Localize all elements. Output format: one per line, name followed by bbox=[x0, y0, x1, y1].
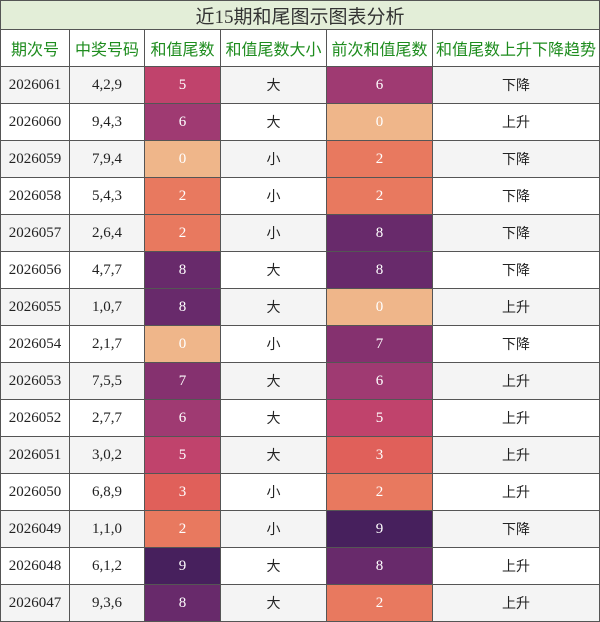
table-cell: 2026058 bbox=[0, 178, 70, 215]
table-cell: 6,1,2 bbox=[70, 548, 145, 585]
table-cell: 上升 bbox=[433, 363, 600, 400]
table-cell: 小 bbox=[221, 326, 327, 363]
table-cell: 2026057 bbox=[0, 215, 70, 252]
table-cell: 大 bbox=[221, 585, 327, 622]
table-cell: 8 bbox=[327, 252, 433, 289]
table-cell: 2026055 bbox=[0, 289, 70, 326]
table-cell: 6 bbox=[327, 67, 433, 104]
table-cell: 2026059 bbox=[0, 141, 70, 178]
table-cell: 5 bbox=[327, 400, 433, 437]
table-cell: 2,6,4 bbox=[70, 215, 145, 252]
table-cell: 4,7,7 bbox=[70, 252, 145, 289]
table-cell: 3 bbox=[145, 474, 221, 511]
table-cell: 6,8,9 bbox=[70, 474, 145, 511]
table-cell: 8 bbox=[327, 548, 433, 585]
table-cell: 0 bbox=[327, 104, 433, 141]
table-cell: 2026052 bbox=[0, 400, 70, 437]
title: 近15期和尾图示图表分析 bbox=[0, 0, 600, 30]
table-cell: 2 bbox=[327, 178, 433, 215]
column-header: 期次号 bbox=[0, 30, 70, 67]
column-header: 和值尾数上升下降趋势 bbox=[433, 30, 600, 67]
table-cell: 下降 bbox=[433, 215, 600, 252]
table-cell: 8 bbox=[145, 252, 221, 289]
table-cell: 3,0,2 bbox=[70, 437, 145, 474]
table-cell: 上升 bbox=[433, 289, 600, 326]
table-cell: 2 bbox=[327, 474, 433, 511]
table-cell: 6 bbox=[145, 400, 221, 437]
table-cell: 2026050 bbox=[0, 474, 70, 511]
table-cell: 小 bbox=[221, 178, 327, 215]
table-cell: 大 bbox=[221, 400, 327, 437]
table-cell: 小 bbox=[221, 215, 327, 252]
table-cell: 2026048 bbox=[0, 548, 70, 585]
table-cell: 0 bbox=[327, 289, 433, 326]
table-cell: 5,4,3 bbox=[70, 178, 145, 215]
table-cell: 1,0,7 bbox=[70, 289, 145, 326]
table-cell: 7 bbox=[145, 363, 221, 400]
table-cell: 5 bbox=[145, 67, 221, 104]
table-cell: 小 bbox=[221, 511, 327, 548]
table-cell: 大 bbox=[221, 289, 327, 326]
table-cell: 上升 bbox=[433, 585, 600, 622]
table-cell: 2 bbox=[145, 511, 221, 548]
table-cell: 1,1,0 bbox=[70, 511, 145, 548]
column-header: 前次和值尾数 bbox=[327, 30, 433, 67]
table-cell: 2026054 bbox=[0, 326, 70, 363]
table-cell: 2026056 bbox=[0, 252, 70, 289]
table-cell: 2026047 bbox=[0, 585, 70, 622]
table-cell: 7,9,4 bbox=[70, 141, 145, 178]
table-cell: 下降 bbox=[433, 252, 600, 289]
table-cell: 上升 bbox=[433, 400, 600, 437]
table-cell: 2,1,7 bbox=[70, 326, 145, 363]
table-cell: 6 bbox=[327, 363, 433, 400]
table-cell: 大 bbox=[221, 548, 327, 585]
table-cell: 上升 bbox=[433, 437, 600, 474]
column-header: 和值尾数 bbox=[145, 30, 221, 67]
table-cell: 下降 bbox=[433, 141, 600, 178]
table-cell: 0 bbox=[145, 326, 221, 363]
table-cell: 8 bbox=[145, 585, 221, 622]
table-cell: 7 bbox=[327, 326, 433, 363]
table-cell: 上升 bbox=[433, 474, 600, 511]
table-cell: 大 bbox=[221, 104, 327, 141]
table-cell: 小 bbox=[221, 474, 327, 511]
table-cell: 大 bbox=[221, 363, 327, 400]
table-cell: 2026060 bbox=[0, 104, 70, 141]
table-cell: 小 bbox=[221, 141, 327, 178]
table-cell: 大 bbox=[221, 67, 327, 104]
table-cell: 9,4,3 bbox=[70, 104, 145, 141]
table-cell: 大 bbox=[221, 437, 327, 474]
table-cell: 2026049 bbox=[0, 511, 70, 548]
table-cell: 2 bbox=[327, 141, 433, 178]
table-cell: 下降 bbox=[433, 326, 600, 363]
table-cell: 2026061 bbox=[0, 67, 70, 104]
table-cell: 9 bbox=[145, 548, 221, 585]
table-cell: 下降 bbox=[433, 511, 600, 548]
table-cell: 下降 bbox=[433, 178, 600, 215]
table-cell: 下降 bbox=[433, 67, 600, 104]
table-cell: 2026051 bbox=[0, 437, 70, 474]
table-cell: 8 bbox=[145, 289, 221, 326]
table-cell: 7,5,5 bbox=[70, 363, 145, 400]
table-cell: 大 bbox=[221, 252, 327, 289]
table-cell: 9,3,6 bbox=[70, 585, 145, 622]
table-cell: 0 bbox=[145, 141, 221, 178]
table-cell: 2 bbox=[145, 178, 221, 215]
table-cell: 3 bbox=[327, 437, 433, 474]
table-cell: 5 bbox=[145, 437, 221, 474]
table-cell: 上升 bbox=[433, 104, 600, 141]
table-cell: 9 bbox=[327, 511, 433, 548]
column-header: 中奖号码 bbox=[70, 30, 145, 67]
table-cell: 2 bbox=[145, 215, 221, 252]
table-cell: 6 bbox=[145, 104, 221, 141]
table-cell: 8 bbox=[327, 215, 433, 252]
table-cell: 2026053 bbox=[0, 363, 70, 400]
column-header: 和值尾数大小 bbox=[221, 30, 327, 67]
table-cell: 2,7,7 bbox=[70, 400, 145, 437]
table-cell: 上升 bbox=[433, 548, 600, 585]
table-cell: 2 bbox=[327, 585, 433, 622]
table-cell: 4,2,9 bbox=[70, 67, 145, 104]
